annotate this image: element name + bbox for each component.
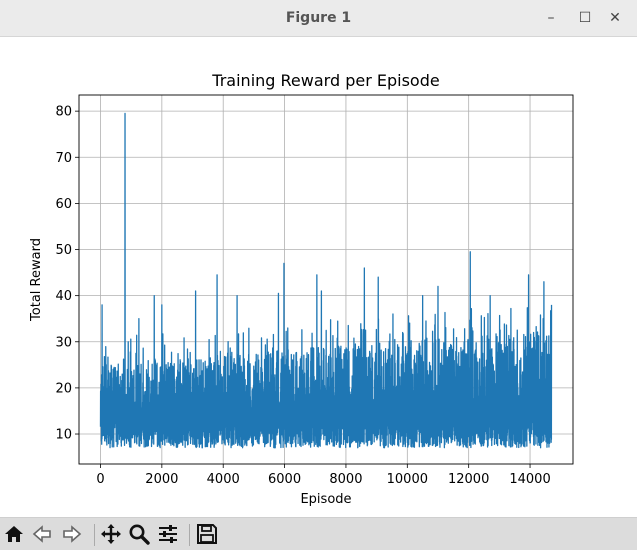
y-axis-label: Total Reward — [29, 238, 44, 322]
line-chart: 0 2000 4000 6000 8000 10000 12000 14000 10 20 30 4… — [29, 71, 574, 507]
forward-icon[interactable] — [60, 522, 84, 546]
figure-canvas[interactable]: 0 2000 4000 6000 8000 10000 12000 14000 10 20 30 4… — [0, 37, 637, 517]
y-tick-label: 70 — [55, 151, 72, 166]
zoom-icon[interactable] — [127, 522, 151, 546]
y-tick-label: 20 — [55, 381, 72, 396]
window-title: Figure 1 — [285, 10, 352, 26]
x-tick-label: 4000 — [207, 472, 240, 487]
close-button[interactable]: ✕ — [609, 10, 621, 26]
x-tick-label: 6000 — [268, 472, 301, 487]
axes-frame — [78, 94, 574, 465]
reward-series-line — [99, 112, 553, 449]
y-tick-label: 10 — [55, 428, 72, 443]
x-tick-label: 0 — [96, 472, 104, 487]
y-tick-label: 30 — [55, 335, 72, 350]
x-tick-label: 14000 — [509, 472, 550, 487]
chart-title: Training Reward per Episode — [211, 71, 439, 90]
minimize-button[interactable]: – — [547, 10, 555, 26]
navigation-toolbar — [0, 517, 637, 550]
back-icon[interactable] — [30, 522, 54, 546]
x-axis-label: Episode — [300, 492, 351, 507]
x-tick-label: 10000 — [387, 472, 428, 487]
y-axis-ticks: 10 20 30 40 50 60 70 80 — [55, 105, 79, 443]
toolbar-separator — [94, 524, 95, 546]
toolbar-separator — [189, 524, 190, 546]
y-tick-label: 80 — [55, 105, 72, 120]
maximize-button[interactable]: ☐ — [578, 10, 592, 26]
y-tick-label: 40 — [55, 289, 72, 304]
x-tick-label: 2000 — [145, 472, 178, 487]
pan-icon[interactable] — [99, 522, 123, 546]
y-tick-label: 50 — [55, 243, 72, 258]
x-axis-ticks: 0 2000 4000 6000 8000 10000 12000 14000 — [96, 464, 551, 487]
x-tick-label: 8000 — [329, 472, 362, 487]
save-icon[interactable] — [195, 522, 219, 546]
configure-subplots-icon[interactable] — [156, 522, 180, 546]
window-titlebar: Figure 1 – ☐ ✕ — [0, 0, 637, 37]
x-tick-label: 12000 — [448, 472, 489, 487]
home-icon[interactable] — [2, 522, 26, 546]
y-tick-label: 60 — [55, 197, 72, 212]
